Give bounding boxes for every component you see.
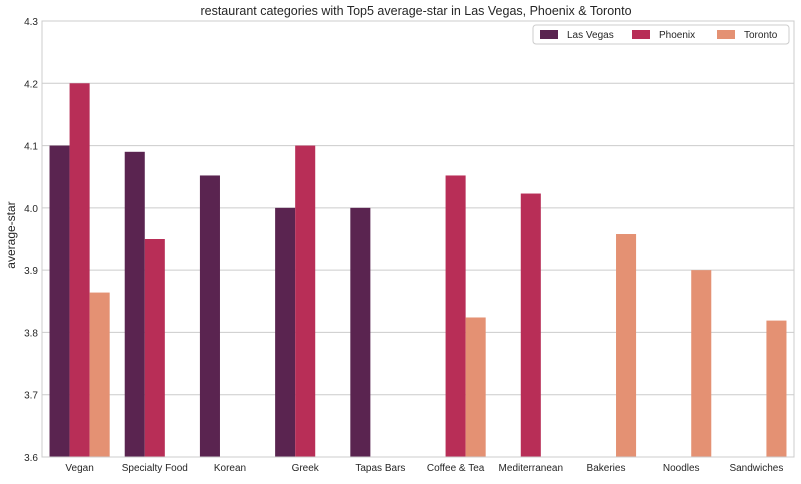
x-tick-label: Korean	[214, 463, 246, 474]
x-tick-label: Noodles	[663, 463, 700, 474]
x-tick-label: Greek	[292, 463, 320, 474]
legend-label: Toronto	[744, 30, 778, 41]
y-tick-label: 4.2	[24, 79, 38, 90]
bar-las-vegas	[124, 151, 145, 458]
x-tick-label: Sandwiches	[729, 463, 783, 474]
x-tick-label: Vegan	[65, 463, 93, 474]
legend-label: Phoenix	[659, 30, 695, 41]
bar-toronto	[691, 270, 712, 457]
x-tick-label: Bakeries	[587, 463, 626, 474]
bar-las-vegas	[350, 207, 371, 457]
x-tick-label: Tapas Bars	[355, 463, 405, 474]
bar-las-vegas	[199, 175, 220, 457]
bar-phoenix	[445, 175, 466, 457]
bar-phoenix	[144, 239, 165, 457]
bar-las-vegas	[275, 207, 296, 457]
bar-phoenix	[295, 145, 316, 458]
gridlines	[42, 20, 794, 458]
bars	[49, 83, 787, 458]
bar-toronto	[766, 320, 787, 457]
bar-toronto	[465, 317, 486, 457]
bar-las-vegas	[49, 145, 70, 458]
bar-phoenix	[69, 83, 90, 458]
legend-swatch	[717, 30, 735, 39]
bar-toronto	[616, 234, 637, 457]
y-tick-label: 4.1	[24, 142, 38, 153]
y-tick-label: 3.9	[24, 266, 38, 277]
y-tick-labels: 3.6 3.7 3.8 3.9 4.0 4.1 4.2 4.3	[24, 17, 38, 464]
x-tick-label: Coffee & Tea	[427, 463, 485, 474]
legend: Las Vegas Phoenix Toronto	[532, 24, 790, 45]
y-tick-label: 4.3	[24, 17, 38, 28]
plot-area-frame	[41, 20, 795, 458]
legend-box	[532, 24, 790, 45]
bar-phoenix	[520, 193, 541, 457]
chart-title: restaurant categories with Top5 average-…	[200, 4, 631, 18]
bar-toronto	[89, 292, 110, 457]
x-tick-label: Specialty Food	[122, 463, 188, 474]
x-tick-label: Mediterranean	[499, 463, 563, 474]
legend-swatch	[632, 30, 650, 39]
y-tick-label: 3.8	[24, 328, 38, 339]
legend-swatch	[540, 30, 558, 39]
y-tick-label: 3.6	[24, 453, 38, 464]
y-axis-label: average-star	[4, 201, 18, 268]
y-tick-label: 4.0	[24, 204, 38, 215]
y-tick-label: 3.7	[24, 391, 38, 402]
x-tick-labels: Vegan Specialty Food Korean Greek Tapas Bars…	[65, 463, 783, 474]
legend-label: Las Vegas	[567, 30, 614, 41]
